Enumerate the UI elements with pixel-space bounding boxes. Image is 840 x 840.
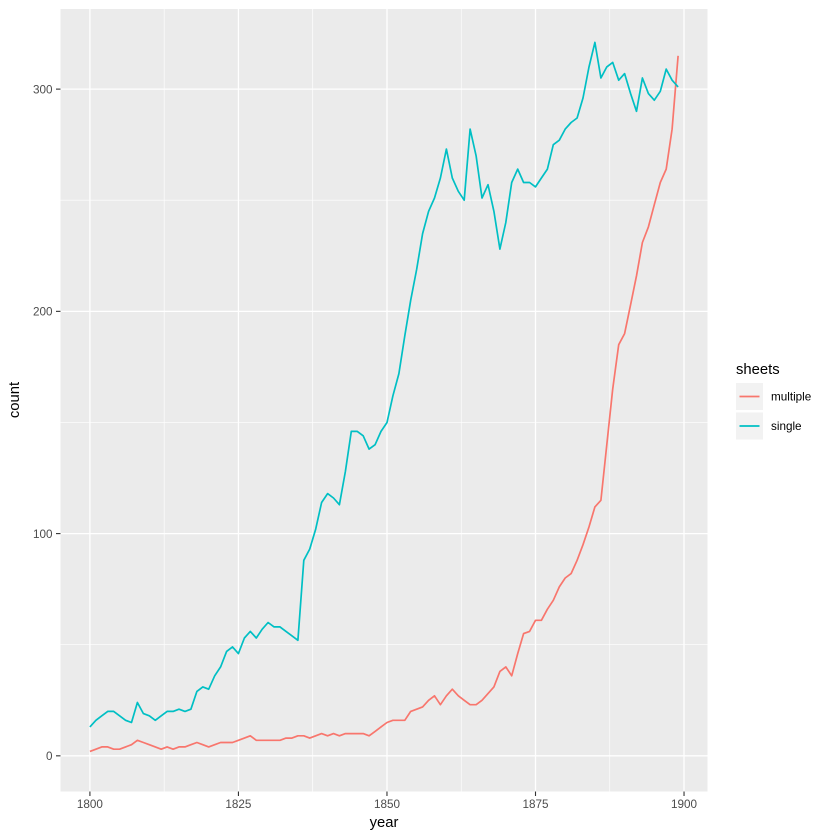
series-line-single [89,41,679,728]
axis-layer: 1800 1825 1850 1875 1900 0 100 200 300 [33,83,698,811]
plot-panel [60,9,708,792]
x-tick-label: 1900 [671,798,698,811]
y-tick-label: 100 [33,528,53,541]
series-layer [89,41,679,753]
x-tick-label: 1850 [374,798,401,811]
x-tick-label: 1800 [77,798,104,811]
legend: sheets multiple single [736,362,811,440]
series-line-multiple [89,55,679,753]
y-tick-label: 300 [33,83,53,96]
x-tick-label: 1875 [522,798,549,811]
y-tick-label: 0 [46,750,53,763]
x-axis-title: year [370,815,399,831]
legend-label-single: single [771,420,802,433]
y-axis-title: count [7,382,23,418]
legend-items: multiple single [736,383,811,440]
x-tick-label: 1825 [225,798,252,811]
legend-title: sheets [736,362,780,378]
legend-label-multiple: multiple [771,391,811,404]
y-tick-label: 200 [33,306,53,319]
panel-background [60,9,708,792]
